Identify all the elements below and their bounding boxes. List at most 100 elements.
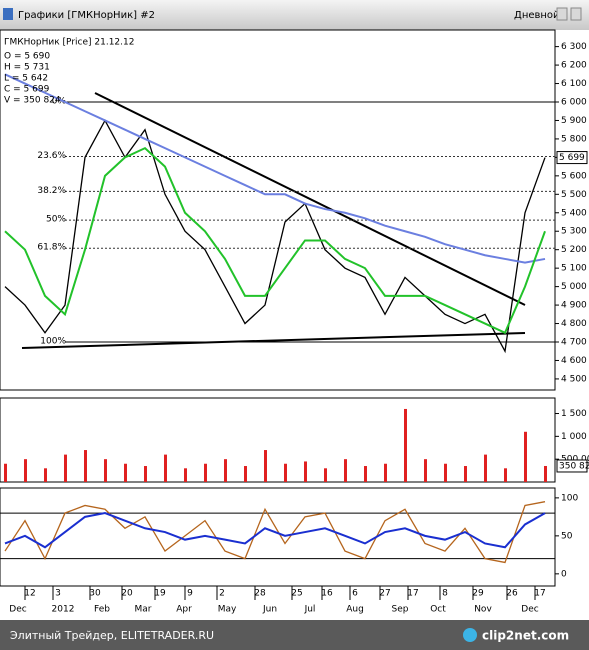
- volume-bar: [504, 468, 507, 482]
- price-panel: [0, 29, 556, 391]
- series-line: [4, 512, 546, 549]
- volume-bar: [104, 459, 107, 482]
- x-month-label: Sep: [392, 605, 409, 615]
- y-tick-label: 5 000: [561, 282, 587, 292]
- volume-bar: [424, 459, 427, 482]
- y-tick-label: 6 200: [561, 61, 587, 71]
- volume-bar: [344, 459, 347, 482]
- y-tick-label: 4 700: [561, 338, 587, 348]
- oscillator-panel: [0, 487, 556, 587]
- series-line: [4, 501, 546, 564]
- x-day-label: 20: [121, 589, 133, 599]
- volume-bar: [304, 461, 307, 482]
- y-tick-label: 5 900: [561, 116, 587, 126]
- volume-bar: [364, 466, 367, 482]
- x-day-label: 17: [407, 589, 418, 599]
- x-day-label: 8: [442, 589, 448, 599]
- x-day-label: 3: [55, 589, 61, 599]
- y-tick-label: 6 100: [561, 79, 587, 89]
- y-tick-label: 4 500: [561, 374, 587, 384]
- volume-bar: [244, 466, 247, 482]
- trend-line: [94, 92, 526, 306]
- y-tick-label: 5 200: [561, 245, 587, 255]
- ohlc-info: V = 350 824: [4, 96, 61, 106]
- volume-panel: [0, 397, 556, 483]
- volume-bar: [124, 463, 127, 482]
- y-tick-label: 4 600: [561, 356, 587, 366]
- x-day-label: 9: [187, 589, 193, 599]
- x-month-label: Oct: [430, 605, 446, 615]
- period[interactable]: Дневной: [514, 10, 560, 21]
- close-button[interactable]: [570, 7, 582, 21]
- volume-bar: [4, 463, 7, 482]
- x-day-label: 16: [321, 589, 333, 599]
- level-label: 100%: [40, 337, 66, 347]
- y-tick-label: 50: [561, 531, 573, 541]
- y-tick-label: 4 800: [561, 319, 587, 329]
- volume-bar: [84, 450, 87, 482]
- volume-bar: [24, 459, 27, 482]
- price-box: [556, 459, 588, 473]
- volume-bar: [164, 454, 167, 482]
- x-day-label: 17: [534, 589, 545, 599]
- price-box-label: 350 824: [559, 461, 589, 471]
- level-label: 38.2%: [37, 186, 66, 196]
- footer-logo: clip2net.com: [482, 629, 569, 643]
- volume-bar: [444, 463, 447, 482]
- x-month-label: Feb: [94, 605, 110, 615]
- y-tick-label: 100: [561, 493, 578, 503]
- x-day-label: 12: [24, 589, 35, 599]
- volume-bar: [484, 454, 487, 482]
- volume-bar: [524, 431, 527, 482]
- logo-icon: [463, 628, 477, 642]
- x-month-label: Jun: [262, 605, 277, 615]
- series-line: [4, 119, 546, 354]
- volume-bar: [464, 466, 467, 482]
- volume-bar: [224, 459, 227, 482]
- volume-bar: [204, 463, 207, 482]
- level-label: 0%: [52, 97, 67, 107]
- window-title: Графики [ГМКНорНик] #2: [18, 10, 155, 21]
- minimize-button[interactable]: [556, 7, 568, 21]
- y-tick-label: 1 000 000: [561, 432, 589, 442]
- volume-bar: [184, 468, 187, 482]
- level-label: 50%: [46, 215, 66, 225]
- ohlc-info: C = 5 699: [4, 85, 50, 95]
- x-day-label: 27: [379, 589, 390, 599]
- x-day-label: 19: [154, 589, 166, 599]
- x-day-label: 28: [254, 589, 266, 599]
- volume-bar: [144, 466, 147, 482]
- y-tick-label: 5 300: [561, 227, 587, 237]
- ohlc-info: O = 5 690: [4, 52, 50, 62]
- volume-bar: [384, 463, 387, 482]
- level-label: 61.8%: [37, 243, 66, 253]
- volume-bar: [64, 454, 67, 482]
- y-tick-label: 0: [561, 569, 567, 579]
- y-tick-label: 5 500: [561, 190, 587, 200]
- y-tick-label: 6 000: [561, 98, 587, 108]
- x-month-label: May: [218, 605, 237, 615]
- y-tick-label: 1 500 000: [561, 409, 589, 419]
- volume-bar: [44, 468, 47, 482]
- series-line: [4, 146, 546, 335]
- series-line: [4, 73, 546, 264]
- x-month-label: Mar: [135, 605, 152, 615]
- x-day-label: 30: [89, 589, 101, 599]
- ohlc-info: H = 5 731: [4, 63, 50, 73]
- y-tick-label: 5 800: [561, 134, 587, 144]
- x-month-label: Jul: [304, 605, 316, 615]
- x-day-label: 29: [472, 589, 484, 599]
- y-tick-label: 5 600: [561, 171, 587, 181]
- y-tick-label: 4 900: [561, 301, 587, 311]
- x-month-label: Dec: [9, 605, 26, 615]
- footer-text: Элитный Трейдер, ELITETRADER.RU: [10, 629, 214, 642]
- support-line: [21, 332, 526, 349]
- volume-bar: [324, 468, 327, 482]
- price-box: [556, 151, 588, 165]
- x-month-label: Nov: [474, 605, 492, 615]
- x-day-label: 2: [219, 589, 225, 599]
- price-title: ГМКНорНик [Price] 21.12.12: [4, 38, 134, 48]
- volume-bar: [544, 465, 547, 482]
